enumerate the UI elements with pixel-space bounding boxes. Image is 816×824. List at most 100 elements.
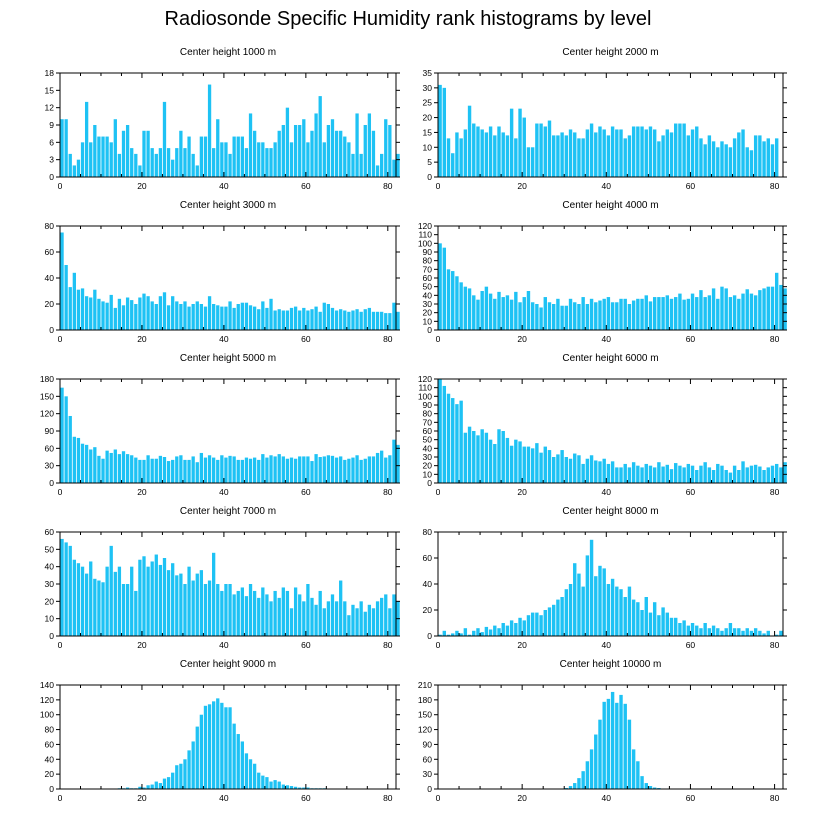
bar-62: [699, 290, 703, 330]
bar-81: [392, 302, 396, 330]
bar-71: [737, 298, 741, 330]
bar-73: [745, 467, 749, 483]
bar-70: [347, 142, 351, 177]
y-tick-label: 10: [423, 469, 433, 479]
bar-42: [615, 302, 619, 330]
bar-72: [355, 309, 359, 330]
bar-40: [606, 463, 611, 483]
x-tick-label: 20: [517, 487, 527, 497]
bar-65: [711, 470, 716, 483]
y-tick-label: 60: [45, 739, 55, 749]
x-tick-label: 80: [770, 487, 780, 497]
bar-0: [438, 243, 442, 330]
bar-78: [380, 450, 384, 483]
bar-12: [109, 452, 113, 483]
bar-19: [138, 297, 142, 330]
bar-66: [330, 119, 335, 177]
bar-37: [212, 148, 216, 177]
bar-73: [359, 153, 363, 177]
chart-panel-2: Center height 3000 m 0 20 40 60 80 0 20 40 60 80: [0, 198, 408, 351]
bar-61: [695, 126, 699, 177]
bar-77: [762, 633, 766, 636]
bar-70: [732, 628, 737, 636]
bar-51: [652, 467, 657, 483]
y-tick-label: 40: [45, 273, 55, 283]
bar-9: [97, 298, 101, 330]
y-tick-label: 60: [423, 754, 433, 764]
bar-33: [577, 573, 581, 636]
x-tick-label: 60: [686, 640, 696, 650]
bar-12: [488, 126, 493, 177]
y-tick-label: 30: [423, 452, 433, 462]
bar-73: [359, 601, 363, 636]
panel-title: Center height 6000 m: [562, 353, 658, 364]
x-tick-label: 60: [686, 793, 696, 803]
bar-45: [244, 302, 249, 330]
bar-53: [277, 309, 281, 330]
bar-49: [644, 129, 648, 177]
y-tick-label: 30: [423, 769, 433, 779]
bar-52: [657, 462, 661, 483]
bar-44: [240, 741, 244, 789]
y-tick-label: 60: [423, 273, 433, 283]
bar-80: [388, 313, 392, 330]
bar-31: [187, 136, 191, 177]
bar-28: [556, 135, 560, 177]
plot-frame: [437, 531, 784, 637]
bar-11: [484, 286, 489, 330]
bar-27: [171, 459, 175, 483]
bar-79: [384, 313, 388, 330]
y-tick-label: 0: [49, 631, 54, 641]
bar-2: [68, 415, 72, 483]
bar-69: [728, 623, 733, 636]
y-tick-label: 50: [423, 435, 433, 445]
bar-18: [514, 291, 518, 330]
bar-1: [442, 247, 447, 330]
bar-43: [619, 467, 623, 483]
bar-16: [505, 625, 510, 636]
panel-title: Center height 9000 m: [180, 659, 276, 670]
y-tick-label: 50: [45, 544, 55, 554]
y-tick-label: 80: [423, 256, 433, 266]
bar-74: [363, 611, 367, 636]
bar-54: [665, 295, 670, 330]
chart-panel-0: Center height 1000 m 0 20 40 60 80 0 3 6 9 12 15 18: [0, 45, 408, 198]
y-tick-label: 20: [423, 605, 433, 615]
bar-29: [179, 573, 183, 636]
bar-18: [514, 623, 518, 636]
bar-14: [497, 291, 501, 330]
y-tick-label: 120: [418, 374, 432, 384]
bar-72: [741, 461, 745, 483]
bar-22: [150, 784, 154, 789]
bar-18: [134, 304, 138, 330]
bar-21: [146, 130, 150, 177]
y-tick-label: 90: [423, 739, 433, 749]
bar-38: [598, 300, 602, 330]
bar-37: [594, 734, 598, 789]
bar-45: [244, 457, 249, 483]
x-tick-label: 0: [58, 793, 63, 803]
bar-71: [351, 310, 355, 330]
bar-14: [497, 429, 501, 483]
bar-61: [310, 309, 314, 330]
bar-48: [640, 467, 644, 483]
bar-21: [146, 566, 150, 636]
bar-52: [273, 142, 277, 177]
bar-9: [476, 299, 480, 330]
bar-82: [396, 444, 400, 483]
bar-8: [93, 447, 97, 483]
y-tick-label: 120: [40, 409, 54, 419]
y-tick-label: 40: [423, 443, 433, 453]
bar-57: [678, 293, 682, 330]
bar-47: [252, 763, 257, 789]
bar-25: [543, 446, 547, 483]
bar-53: [277, 597, 281, 636]
bar-30: [564, 135, 569, 177]
bar-25: [162, 778, 167, 789]
bar-59: [302, 601, 306, 636]
bar-45: [627, 586, 632, 636]
bar-23: [154, 304, 158, 330]
bar-75: [753, 295, 758, 330]
bar-56: [674, 297, 678, 330]
bar-43: [236, 304, 240, 330]
